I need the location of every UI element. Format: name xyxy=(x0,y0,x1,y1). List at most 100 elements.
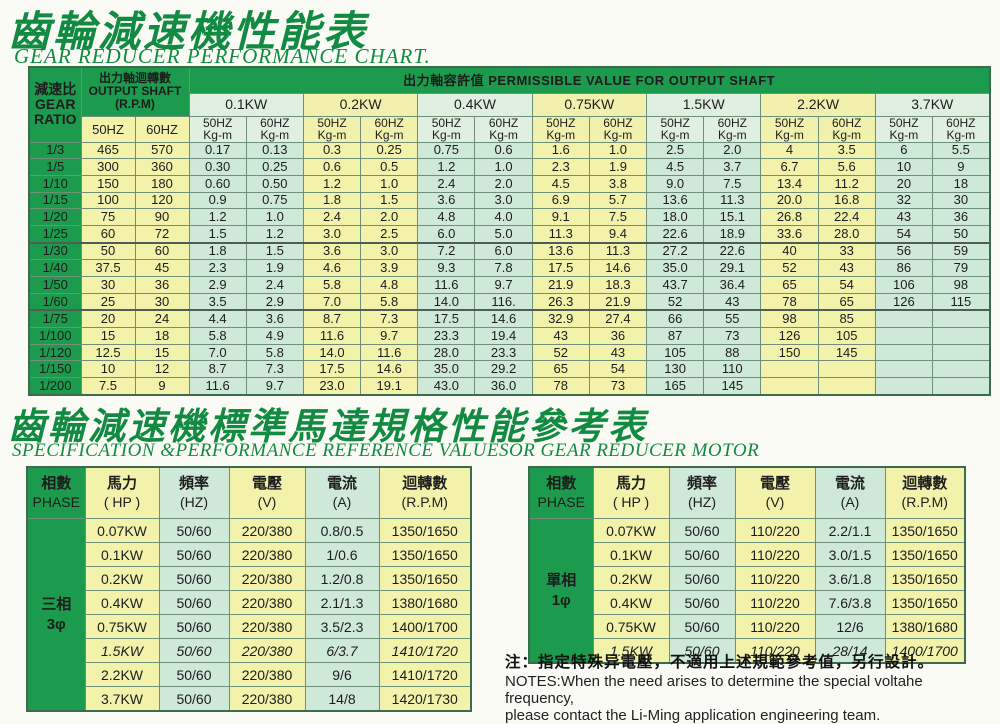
table-row: 1/30 50 60 1.8 1.5 3.6 3.0 7.2 6.0 13.6 11.3 27.2 22… xyxy=(28,242,991,261)
kw-hz-kgm-header: 50HZ Kg-m xyxy=(531,115,590,143)
torque-cell: 9.7 xyxy=(360,327,419,345)
rpm-cell: 60 xyxy=(80,224,136,244)
torque-cell: 3.0 xyxy=(302,224,362,244)
rpm-cell: 30 xyxy=(134,292,190,312)
torque-cell: 7.3 xyxy=(360,309,419,329)
torque-cell: 14.6 xyxy=(588,259,648,277)
rpm-cell: 300 xyxy=(80,158,136,176)
torque-cell: 11.6 xyxy=(302,327,362,345)
torque-cell: 35.0 xyxy=(646,259,705,277)
torque-cell: 110 xyxy=(703,360,762,379)
torque-cell: 15.1 xyxy=(703,208,762,226)
gear-ratio-cell: 1/30 xyxy=(28,242,82,261)
gear-ratio-cell: 1/3 xyxy=(28,141,82,160)
kw-hz-kgm-header: 60HZ Kg-m xyxy=(360,115,419,143)
gear-ratio-en1: GEAR xyxy=(35,96,76,113)
torque-cell: 36 xyxy=(931,208,991,226)
gear-ratio-cell: 1/5 xyxy=(28,158,82,176)
torque-cell: 16.8 xyxy=(817,191,876,210)
torque-cell: 5.8 xyxy=(360,292,419,312)
torque-cell: 1.9 xyxy=(588,158,648,176)
phase-cell: 單相 1φ xyxy=(528,518,594,664)
torque-cell: 43 xyxy=(703,292,762,312)
a-cell: 12/6 xyxy=(814,614,886,639)
hz-cell: 50/60 xyxy=(158,638,230,663)
kw-hz-kgm-header: 60HZ Kg-m xyxy=(474,115,533,143)
kgm-label: Kg-m xyxy=(946,128,976,142)
table-row: 1/5 300 360 0.30 0.25 0.6 0.5 1.2 1.0 2.3 1.9 4.5 3.… xyxy=(28,158,991,176)
torque-cell: 3.0 xyxy=(474,191,533,210)
torque-cell: 98 xyxy=(760,309,819,329)
rpm-cell: 9 xyxy=(134,377,190,396)
kw-hz-kgm-header: 60HZ Kg-m xyxy=(703,115,762,143)
a-cell: 1/0.6 xyxy=(304,542,380,567)
rpm-cell: 1380/1680 xyxy=(884,614,966,639)
torque-cell: 20.0 xyxy=(760,191,819,210)
kw-hz-kgm-header: 50HZ Kg-m xyxy=(646,115,705,143)
motor-table-header-row: 相數 PHASE 馬力( HP ) 頻率 (HZ) 電壓 (V) 電流 (A) 迴轉數(… xyxy=(528,466,966,519)
torque-cell: 5.0 xyxy=(474,224,533,244)
rpm-cell: 60 xyxy=(134,242,190,261)
note-zh: 注：指定特殊异電壓，不適用上述規範參考值，另行設計。 xyxy=(505,654,935,671)
table-row: 0.1KW 50/60 220/380 1/0.6 1350/1650 xyxy=(27,542,472,567)
torque-cell: 2.0 xyxy=(703,141,762,160)
torque-cell: 11.6 xyxy=(360,343,419,362)
torque-cell: 36 xyxy=(588,327,648,345)
a-cell: 0.8/0.5 xyxy=(304,518,380,543)
torque-cell: 14.0 xyxy=(302,343,362,362)
torque-cell xyxy=(931,309,991,329)
rpm-cell: 36 xyxy=(134,276,190,294)
rpm-cell: 15 xyxy=(80,327,136,345)
rpm-cell: 360 xyxy=(134,158,190,176)
gear-ratio-cell: 1/100 xyxy=(28,327,82,345)
gear-ratio-en2: RATIO xyxy=(33,111,77,128)
table-row: 0.2KW 50/60 110/220 3.6/1.8 1350/1650 xyxy=(529,566,966,591)
torque-cell: 6.0 xyxy=(474,242,533,261)
torque-cell: 98 xyxy=(931,276,991,294)
note-en-line2: please contact the Li-Ming application e… xyxy=(505,707,881,724)
rpm-cell: 570 xyxy=(134,141,190,160)
torque-cell: 18 xyxy=(931,174,991,193)
torque-cell: 19.4 xyxy=(474,327,533,345)
kgm-label: Kg-m xyxy=(317,128,347,142)
table-row: 1/10 150 180 0.60 0.50 1.2 1.0 2.4 2.0 4.5 3.8 9.0 7… xyxy=(28,174,991,193)
torque-cell: 9.1 xyxy=(531,208,590,226)
torque-cell: 4.8 xyxy=(417,208,476,226)
torque-cell: 1.0 xyxy=(245,208,304,226)
hp-cell: 1.5KW xyxy=(592,638,670,664)
torque-cell: 8.7 xyxy=(302,309,362,329)
torque-cell: 14.0 xyxy=(417,292,476,312)
torque-cell: 9.7 xyxy=(474,276,533,294)
torque-cell: 17.5 xyxy=(417,309,476,329)
table-row: 1/75 20 24 4.4 3.6 8.7 7.3 17.5 14.6 32.9 27.4 66 55… xyxy=(28,309,991,329)
gear-ratio-cell: 1/40 xyxy=(28,259,82,277)
v-cell: 220/380 xyxy=(228,518,306,543)
rpm-header: 迴轉數 (R.P.M) xyxy=(378,466,472,519)
torque-cell: 145 xyxy=(703,377,762,396)
gear-ratio-cell: 1/60 xyxy=(28,292,82,312)
torque-cell: 43.7 xyxy=(646,276,705,294)
torque-cell: 36.0 xyxy=(474,377,533,396)
torque-cell: 165 xyxy=(646,377,705,396)
kw-hz-kgm-header: 50HZ Kg-m xyxy=(417,115,476,143)
hz-cell: 50/60 xyxy=(158,590,230,615)
torque-cell: 3.5 xyxy=(188,292,247,312)
gear-ratio-header: 減速比 GEAR RATIO xyxy=(28,66,82,143)
phase-cell: 三相 3φ xyxy=(26,518,86,712)
torque-cell: 14.6 xyxy=(360,360,419,379)
torque-cell: 0.75 xyxy=(245,191,304,210)
rpm-cell: 45 xyxy=(134,259,190,277)
torque-cell: 105 xyxy=(646,343,705,362)
torque-cell: 13.6 xyxy=(531,242,590,261)
hp-cell: 0.2KW xyxy=(84,566,160,591)
torque-cell: 65 xyxy=(817,292,876,312)
v-cell: 110/220 xyxy=(734,542,816,567)
table-row: 1/40 37.5 45 2.3 1.9 4.6 3.9 9.3 7.8 17.5 14.6 35.0… xyxy=(28,259,991,277)
torque-cell: 6.7 xyxy=(760,158,819,176)
kw-group-header: 2.2KW xyxy=(760,92,876,117)
rpm-cell: 100 xyxy=(80,191,136,210)
kw-hz-kgm-header: 50HZ Kg-m xyxy=(874,115,933,143)
torque-cell: 52 xyxy=(531,343,590,362)
v-cell: 220/380 xyxy=(228,614,306,639)
table-row: 1/20 75 90 1.2 1.0 2.4 2.0 4.8 4.0 9.1 7.5 18.0 15.1… xyxy=(28,208,991,226)
